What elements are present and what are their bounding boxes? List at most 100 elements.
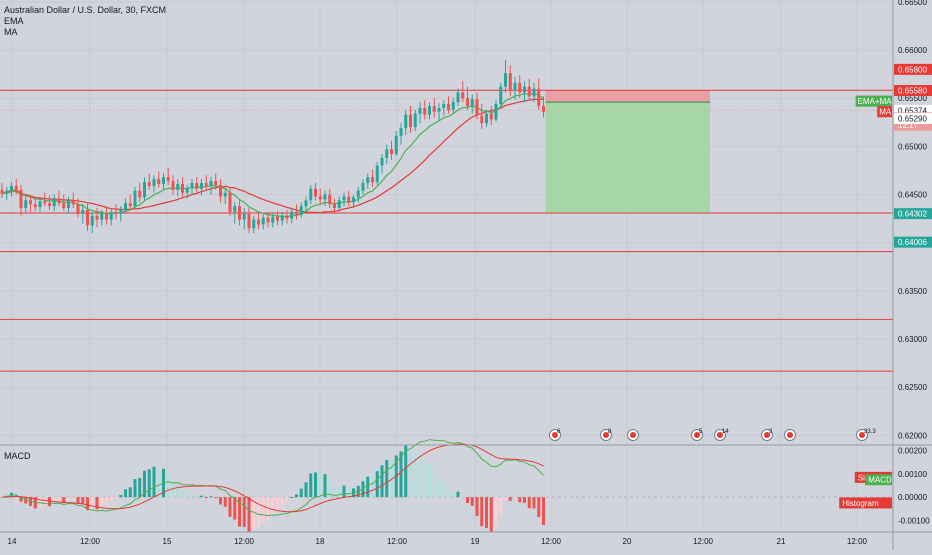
macd-pane	[0, 439, 893, 533]
candle-body	[304, 200, 308, 207]
candle-body	[532, 88, 536, 97]
candle-body	[33, 204, 37, 208]
event-flag-count: 3	[769, 429, 773, 435]
candle-body	[451, 102, 455, 110]
macd-histogram-bar	[461, 495, 465, 498]
macd-histogram-bar	[337, 486, 341, 498]
price-tick-label: 0.62500	[898, 383, 927, 392]
price-label-badge	[894, 208, 932, 220]
event-flag-dot	[694, 432, 700, 438]
stop-loss-zone[interactable]	[545, 90, 711, 103]
macd-histogram-bar	[195, 496, 199, 498]
macd-histogram-bar	[409, 451, 412, 498]
macd-histogram-bar	[494, 497, 498, 526]
candle-body	[404, 114, 408, 129]
macd-histogram-bar	[67, 497, 70, 500]
candle-body	[71, 200, 75, 205]
macd-histogram-bar	[442, 482, 446, 498]
candle-body	[38, 201, 42, 208]
time-tick-label: 12:00	[387, 537, 408, 546]
macd-histogram-bar	[513, 497, 517, 499]
candle-body	[537, 88, 541, 106]
macd-histogram-bar	[333, 485, 336, 498]
macd-histogram-bar	[451, 492, 455, 498]
candle-body	[171, 181, 175, 190]
macd-histogram-bar	[261, 497, 265, 523]
candle-body	[109, 211, 113, 220]
macd-tag-badge	[865, 474, 892, 486]
candle-body	[480, 115, 484, 124]
candle-body	[261, 217, 265, 225]
time-tick-label: 12:00	[80, 537, 101, 546]
legend-ema[interactable]: EMA	[4, 16, 24, 26]
macd-histogram-bar	[19, 497, 23, 502]
time-tick-label: 14	[8, 537, 17, 546]
macd-histogram-bar	[271, 497, 275, 514]
candle-body	[200, 183, 203, 189]
macd-histogram-bar	[62, 497, 66, 503]
candle-body	[86, 209, 89, 226]
macd-histogram-bar	[76, 497, 80, 504]
candle-body	[29, 200, 32, 205]
price-labels: 0.658000.655800.653740.6529712:170.65290…	[855, 63, 932, 248]
candle-body	[361, 183, 365, 191]
indicator-tag-text: EMA+MA	[858, 97, 893, 106]
price-tick-label: 0.64500	[898, 191, 927, 200]
legend-ma[interactable]: MA	[4, 27, 18, 37]
candle-body	[10, 185, 13, 191]
macd-histogram-bar	[252, 497, 256, 530]
price-label-text: 0.64302	[898, 210, 927, 219]
event-flag-dot	[787, 432, 793, 438]
macd-histogram-bar	[276, 497, 279, 511]
macd-histogram-bar	[432, 471, 436, 498]
macd-histogram-bar	[204, 497, 208, 499]
candle-body	[219, 184, 222, 197]
macd-title[interactable]: MACD	[4, 451, 31, 461]
candle-body	[494, 104, 498, 120]
event-flag-count: 6	[557, 429, 561, 435]
horizontal-levels[interactable]	[0, 89, 893, 372]
candle-body	[447, 104, 450, 110]
macd-histogram-bar	[404, 445, 408, 498]
macd-histogram-bar	[489, 497, 493, 532]
candle-body	[394, 135, 398, 155]
candle-body	[166, 177, 170, 182]
macd-histogram-bar	[385, 459, 389, 498]
candle-body	[527, 86, 531, 97]
macd-histogram-bar	[290, 496, 294, 498]
take-profit-zone[interactable]	[545, 102, 711, 213]
macd-histogram-bar	[52, 497, 56, 503]
candle-body	[242, 213, 246, 220]
candle-body	[333, 204, 336, 209]
macd-histogram-bar	[537, 497, 541, 518]
candle-body	[442, 104, 446, 108]
candle-body	[295, 211, 298, 215]
candle-body	[413, 113, 417, 128]
macd-histogram-bar	[447, 489, 450, 498]
macd-histogram-bar	[86, 497, 89, 511]
event-flag-dot	[630, 432, 636, 438]
macd-axis[interactable]: 0.002000.001000.00000-0.00100SignalMACDH…	[839, 447, 930, 526]
macd-histogram-bar	[508, 497, 512, 501]
candle-body	[352, 197, 355, 203]
macd-histogram-bar	[238, 497, 241, 527]
price-axis[interactable]: 0.66500 0.66000 0.65500 0.65000 0.64500 0.640…	[898, 0, 927, 440]
ma-line	[1, 98, 544, 214]
time-axis[interactable]: 14 12:00 15 12:00 18 12:00 19 12:00 20 12:00 21 12:…	[8, 537, 868, 546]
event-flags[interactable]: 6 8 5 14 3 33.3	[549, 429, 877, 441]
candle-body	[252, 219, 256, 229]
candle-body	[233, 206, 237, 212]
macd-histogram-bar	[242, 497, 246, 527]
candle-body	[157, 179, 161, 184]
macd-histogram-bar	[38, 497, 42, 507]
candle-body	[76, 204, 80, 214]
price-tick-label: 0.63000	[898, 335, 927, 344]
candle-body	[190, 183, 194, 188]
candle-body	[518, 82, 522, 93]
candle-body	[62, 203, 66, 209]
candle-body	[470, 99, 474, 106]
indicator-tag-badge	[877, 106, 892, 118]
macd-tick-label: 0.00200	[898, 447, 927, 456]
symbol-title[interactable]: Australian Dollar / U.S. Dollar, 30, FXC…	[4, 5, 166, 15]
